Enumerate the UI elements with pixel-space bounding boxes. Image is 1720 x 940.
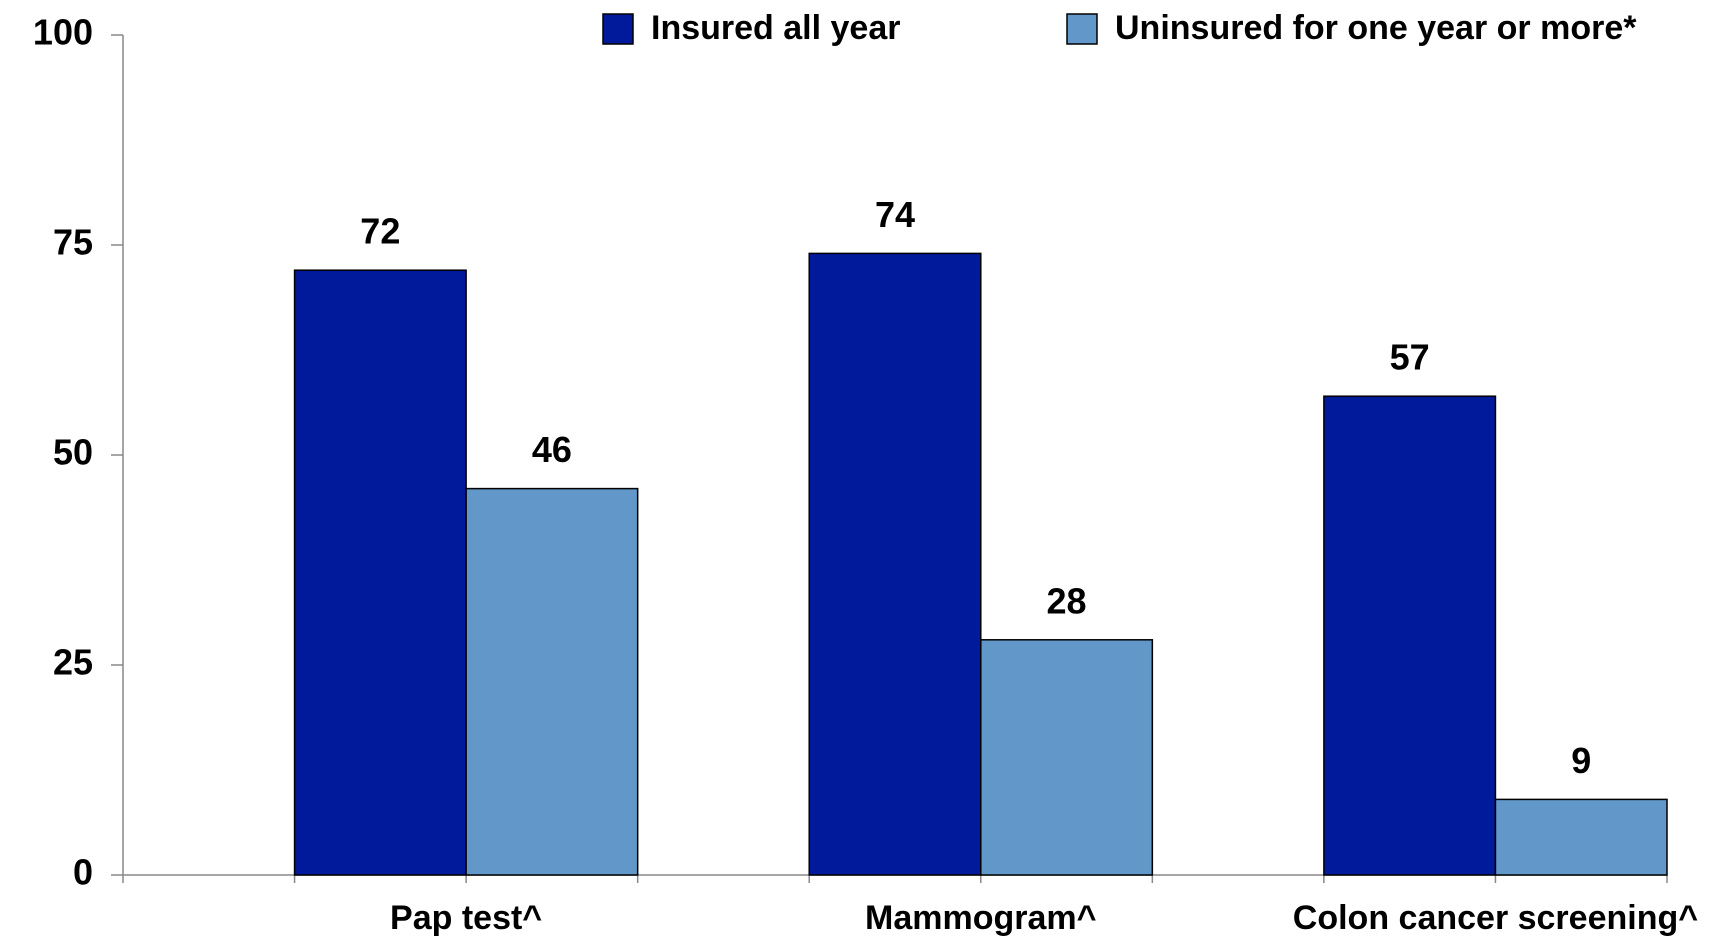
data-label: 28 — [1047, 580, 1087, 621]
y-tick-label: 25 — [53, 642, 93, 683]
bar — [465, 487, 639, 876]
bar — [293, 269, 467, 876]
y-tick-label: 50 — [53, 432, 93, 473]
data-label: 9 — [1571, 740, 1591, 781]
y-tick-label: 75 — [53, 222, 93, 263]
legend-swatch — [1066, 13, 1098, 45]
data-label: 74 — [875, 194, 915, 235]
data-label: 72 — [360, 211, 400, 252]
data-label: 46 — [532, 429, 572, 470]
legend-label: Insured all year — [651, 9, 900, 47]
legend-label: Uninsured for one year or more* — [1115, 9, 1637, 47]
x-tick-label: Colon cancer screening^ — [1293, 899, 1698, 937]
data-label: 57 — [1390, 337, 1430, 378]
bar — [808, 252, 982, 876]
y-tick-label: 0 — [73, 852, 93, 893]
bar — [1494, 798, 1668, 876]
bar — [1323, 395, 1497, 876]
x-tick-label: Mammogram^ — [865, 899, 1097, 937]
y-tick-label: 100 — [33, 12, 93, 53]
legend-swatch — [602, 13, 634, 45]
x-tick-label: Pap test^ — [390, 899, 542, 937]
bar — [980, 639, 1154, 876]
